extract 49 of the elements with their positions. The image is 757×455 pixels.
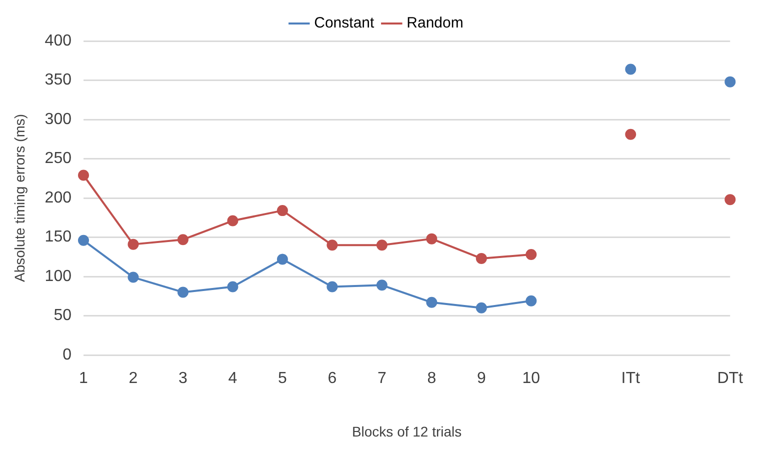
point (376, 240, 388, 251)
point (476, 252, 487, 264)
y-tick-label: 200 (44, 189, 72, 206)
point (128, 238, 139, 250)
x-tick-label: 4 (228, 370, 238, 388)
point (177, 286, 188, 298)
point (227, 281, 238, 292)
y-tick-label: 400 (44, 32, 72, 50)
x-tick-label: 2 (128, 370, 138, 388)
y-tick-label: 0 (62, 346, 72, 364)
point (476, 302, 487, 314)
point (276, 205, 288, 216)
point (526, 249, 537, 260)
x-tick-label: 7 (377, 370, 386, 388)
point (78, 234, 89, 246)
y-tick-label: 250 (44, 150, 72, 168)
x-tick-label: 5 (278, 370, 287, 388)
x-tick-label: 1 (79, 370, 88, 388)
y-tick-label: 350 (44, 72, 72, 89)
point (326, 240, 338, 251)
y-tick-label: 100 (44, 268, 72, 285)
legend-label: Constant (314, 14, 375, 32)
y-tick-label: 50 (54, 307, 72, 324)
point (227, 215, 238, 226)
point (426, 296, 438, 308)
point (625, 64, 636, 75)
x-axis-title: Blocks of 12 trials (352, 423, 462, 440)
point (326, 281, 338, 292)
point (625, 128, 636, 140)
point (78, 170, 89, 181)
point (177, 234, 188, 246)
point (128, 272, 139, 283)
x-tick-label: 3 (178, 370, 188, 388)
y-tick-label: 300 (44, 110, 72, 128)
point (724, 194, 736, 206)
x-tick-label: DTt (717, 370, 744, 388)
x-tick-label: 6 (328, 370, 337, 388)
point (724, 76, 736, 88)
x-tick-label: ITt (621, 370, 641, 388)
x-tick-label: 8 (427, 370, 436, 388)
legend-label: Random (406, 14, 464, 32)
point (426, 233, 438, 244)
point (526, 295, 537, 306)
y-tick-label: 150 (44, 228, 72, 246)
x-tick-label: 10 (522, 370, 540, 388)
x-tick-label: 9 (476, 370, 486, 388)
y-axis-title: Absolute timing errors (ms) (11, 114, 28, 282)
point (276, 254, 288, 265)
point (376, 280, 388, 291)
